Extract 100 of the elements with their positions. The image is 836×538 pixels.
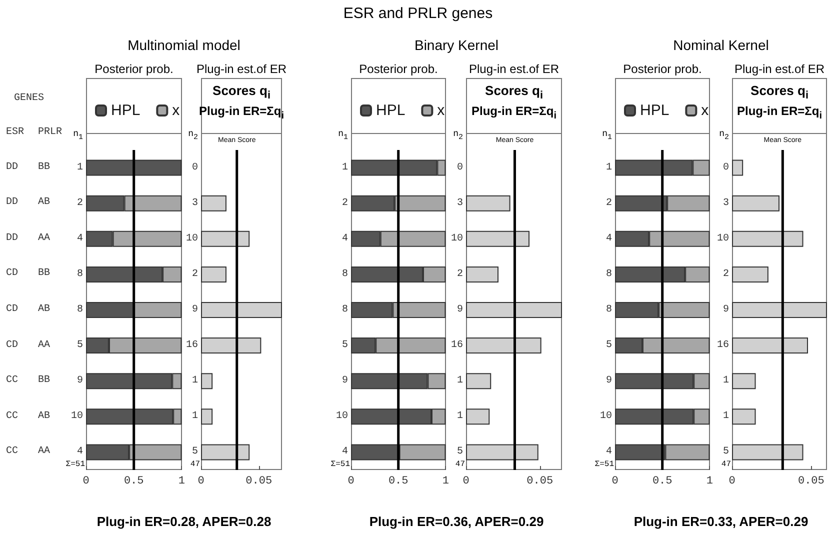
y-tick-label: 3 — [456, 198, 463, 209]
legend-label: x — [437, 102, 446, 119]
chart-title: Plug-in est.of ER — [734, 62, 825, 76]
y-tick-label: 9 — [342, 376, 348, 387]
y-tick-label: 0 — [192, 162, 198, 174]
text: Plug-in ER=Σq$_{i}$ — [199, 104, 284, 122]
text: Σ=51 — [66, 460, 85, 469]
chart-subtitle: Nominal Kernel — [673, 37, 769, 53]
y-tick-label: 3 — [722, 198, 729, 209]
bar — [732, 195, 780, 212]
y-tick-label: 16 — [450, 340, 463, 352]
y-tick-label: 1 — [192, 376, 198, 387]
text: DD — [6, 197, 18, 208]
text: DD — [6, 232, 18, 244]
y-axis-title: n$_{1}$ — [338, 129, 348, 142]
text: AB — [38, 410, 50, 422]
text: CC — [6, 446, 18, 458]
y-tick-label: 5 — [342, 340, 348, 352]
y-tick-label: 9 — [76, 376, 83, 387]
bar — [466, 408, 490, 425]
x-tick-label: 1 — [178, 476, 186, 488]
y-tick-label: 10 — [600, 411, 612, 422]
bar — [201, 408, 213, 425]
y-tick-label: 4 — [76, 446, 83, 458]
text: PRLR — [38, 127, 62, 138]
text: 47 — [721, 460, 731, 469]
bar — [732, 160, 744, 176]
bar — [466, 338, 542, 354]
y-axis-title: n$_{2}$ — [453, 129, 463, 142]
x-tick-label: 0.05 — [526, 476, 554, 488]
text: 47 — [455, 460, 465, 469]
y-tick-label: 1 — [722, 411, 729, 422]
text: BB — [38, 162, 50, 173]
y-tick-label: 8 — [342, 304, 348, 316]
bar — [732, 230, 804, 247]
bar — [466, 230, 530, 247]
y-tick-label: 1 — [192, 411, 198, 422]
bar — [351, 444, 400, 460]
text: GENES — [14, 93, 44, 104]
text: ESR and PRLR genes — [343, 5, 493, 22]
y-tick-label: 5 — [722, 446, 729, 458]
y-tick-label: 9 — [606, 376, 612, 387]
y-axis-title: n$_{2}$ — [188, 129, 198, 142]
y-tick-label: 8 — [76, 304, 83, 316]
y-tick-label: 2 — [722, 268, 729, 280]
bar — [201, 444, 250, 460]
y-tick-label: 8 — [606, 268, 612, 280]
text: Scores q$_{i}$ — [750, 83, 808, 102]
text: 47 — [190, 460, 200, 469]
text: Plug-in ER=0.36, APER=0.29 — [369, 514, 544, 529]
chart-title: Plug-in est.of ER — [196, 62, 287, 76]
text: Plug-in ER=Σq$_{i}$ — [737, 104, 822, 122]
bar — [466, 266, 498, 282]
legend-label: x — [701, 102, 710, 119]
bar — [732, 408, 756, 425]
text: BB — [38, 375, 50, 386]
y-tick-label: 5 — [456, 446, 463, 458]
y-tick-label: 2 — [606, 198, 612, 209]
text: CC — [6, 375, 18, 386]
x-tick-label: 0.05 — [798, 476, 824, 488]
chart-subtitle: Binary Kernel — [414, 37, 499, 53]
y-tick-label: 5 — [606, 340, 612, 352]
text: CC — [6, 410, 18, 422]
bar — [399, 444, 446, 460]
text: ESR — [6, 127, 24, 138]
bar — [732, 373, 756, 390]
x-tick-label: 0.5 — [124, 476, 144, 488]
y-axis-title: n$_{2}$ — [719, 129, 729, 142]
y-tick-label: 10 — [716, 233, 729, 244]
bar — [732, 266, 768, 282]
chart-title: Posterior prob. — [94, 62, 174, 76]
legend-label: HPL — [640, 102, 670, 119]
chart-title: Posterior prob. — [623, 62, 702, 76]
text: AB — [38, 304, 50, 315]
bar — [732, 302, 827, 318]
bar — [201, 373, 213, 390]
x-tick-label: 0.5 — [388, 476, 408, 488]
y-tick-label: 10 — [70, 411, 83, 422]
y-tick-label: 8 — [76, 268, 83, 280]
bar — [732, 338, 808, 354]
text: Σ=51 — [330, 460, 350, 469]
bar — [466, 195, 510, 212]
y-tick-label: 4 — [76, 233, 83, 244]
y-tick-label: 0 — [722, 162, 729, 174]
y-tick-label: 1 — [76, 162, 83, 174]
bar — [201, 195, 226, 212]
y-tick-label: 2 — [456, 268, 463, 280]
text: Σ=51 — [594, 460, 614, 469]
text: BB — [38, 268, 50, 280]
y-tick-label: 9 — [722, 304, 729, 316]
y-tick-label: 3 — [192, 198, 198, 209]
legend-label: HPL — [111, 102, 140, 119]
text: CD — [6, 268, 18, 280]
y-tick-label: 1 — [606, 162, 612, 174]
chart-subtitle: Multinomial model — [128, 37, 240, 53]
text: Plug-in ER=0.33, APER=0.29 — [634, 514, 808, 529]
bar — [86, 302, 134, 318]
x-tick-label: 0.5 — [652, 476, 672, 488]
chart-title: Posterior prob. — [359, 62, 438, 76]
bar — [201, 302, 282, 318]
